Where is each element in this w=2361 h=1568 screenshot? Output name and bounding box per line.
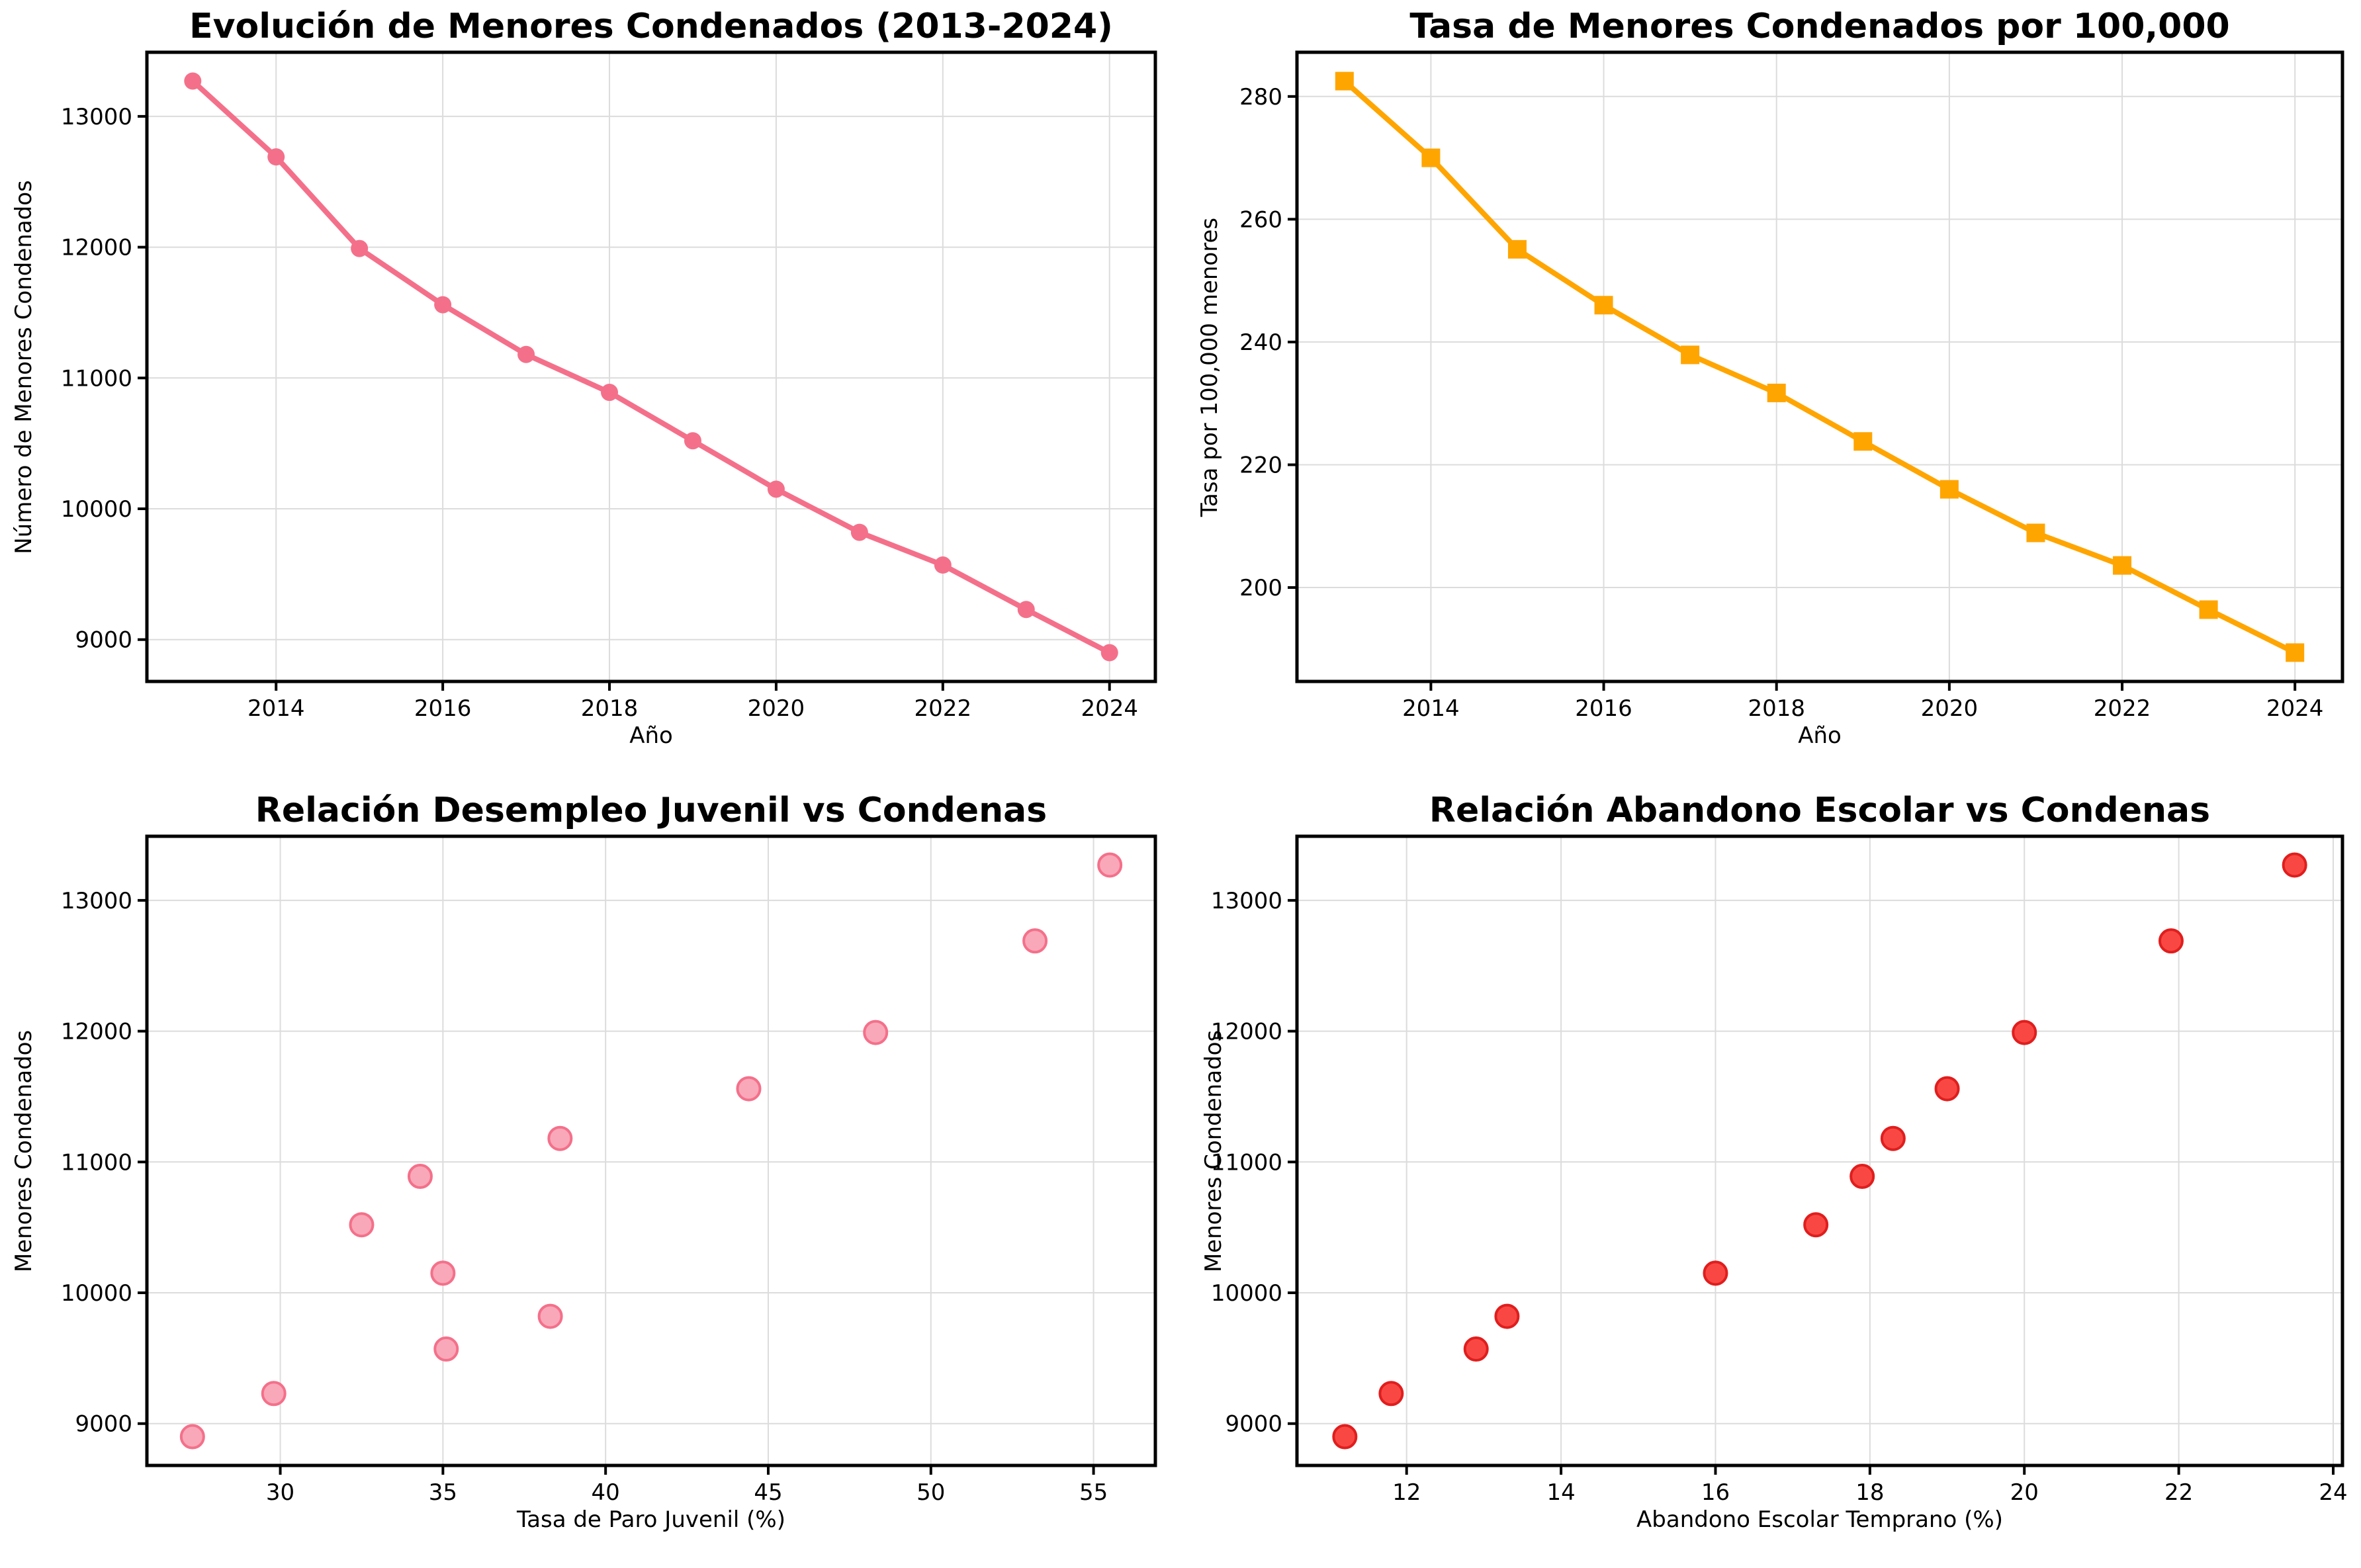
svg-text:12: 12 <box>1392 1479 1421 1506</box>
svg-text:10000: 10000 <box>61 496 132 523</box>
svg-text:30: 30 <box>266 1479 294 1506</box>
svg-text:2020: 2020 <box>1921 695 1979 722</box>
svg-text:200: 200 <box>1239 575 1282 601</box>
svg-text:2022: 2022 <box>2094 695 2151 722</box>
chart-canvas-evolucion: 2014 2016 2018 2020 2022 2024 9000 10000 11000 12… <box>61 50 1157 722</box>
svg-text:12000: 12000 <box>61 1019 132 1045</box>
svg-text:35: 35 <box>429 1479 457 1506</box>
svg-text:11000: 11000 <box>1211 1149 1282 1176</box>
svg-text:11000: 11000 <box>61 1149 132 1176</box>
svg-text:2024: 2024 <box>1081 695 1138 722</box>
chart-canvas-tasa: 2014 2016 2018 2020 2022 2024 200 220 240 260 280 <box>1239 50 2344 722</box>
svg-text:12000: 12000 <box>61 235 132 261</box>
chart-evolucion-menores: 2014 2016 2018 2020 2022 2024 9000 10000 11000 12… <box>0 0 1180 784</box>
chart-canvas-desempleo: 30 35 40 45 50 55 9000 10000 11000 12000 13000 <box>61 834 1157 1506</box>
svg-text:20: 20 <box>2010 1479 2039 1506</box>
svg-text:2018: 2018 <box>1748 695 1805 722</box>
svg-text:24: 24 <box>2319 1479 2347 1506</box>
svg-text:14: 14 <box>1546 1479 1575 1506</box>
svg-text:22: 22 <box>2164 1479 2193 1506</box>
chart-canvas-abandono: 12 14 16 18 20 22 24 9000 10000 11000 12000 13000 <box>1211 834 2348 1506</box>
y-axis-label-menores-condenados-1: Menores Condenados <box>11 1029 37 1272</box>
svg-text:13000: 13000 <box>1211 888 1282 914</box>
chart-title-evolucion: Evolución de Menores Condenados (2013-20… <box>189 7 1113 46</box>
svg-text:13000: 13000 <box>61 104 132 130</box>
x-axis-label-abandono-escolar: Abandono Escolar Temprano (%) <box>1636 1506 2003 1533</box>
x-axis-label-ano-2: Año <box>1798 722 1842 749</box>
svg-text:2016: 2016 <box>1575 695 1632 722</box>
chart-title-abandono: Relación Abandono Escolar vs Condenas <box>1429 791 2211 830</box>
svg-text:12000: 12000 <box>1211 1019 1282 1045</box>
svg-text:9000: 9000 <box>75 627 132 654</box>
chart-tasa-100000: 2014 2016 2018 2020 2022 2024 200 220 240 260 280 … <box>1180 0 2361 784</box>
svg-text:2016: 2016 <box>414 695 472 722</box>
chart-title-tasa: Tasa de Menores Condenados por 100,000 <box>1409 7 2230 46</box>
svg-text:280: 280 <box>1239 84 1282 110</box>
svg-text:2020: 2020 <box>748 695 805 722</box>
x-axis-label-paro-juvenil: Tasa de Paro Juvenil (%) <box>517 1506 785 1533</box>
svg-text:10000: 10000 <box>1211 1280 1282 1307</box>
svg-text:16: 16 <box>1701 1479 1730 1506</box>
chart-title-desempleo: Relación Desempleo Juvenil vs Condenas <box>255 791 1047 830</box>
svg-text:2014: 2014 <box>1402 695 1460 722</box>
svg-text:45: 45 <box>754 1479 782 1506</box>
svg-text:10000: 10000 <box>61 1280 132 1307</box>
y-axis-label-menores-condenados-2: Menores Condenados <box>1200 1029 1227 1272</box>
svg-text:2018: 2018 <box>581 695 639 722</box>
svg-text:55: 55 <box>1079 1479 1108 1506</box>
svg-text:40: 40 <box>592 1479 620 1506</box>
svg-text:2024: 2024 <box>2266 695 2324 722</box>
svg-text:2014: 2014 <box>247 695 305 722</box>
svg-text:260: 260 <box>1239 206 1282 233</box>
svg-text:13000: 13000 <box>61 888 132 914</box>
chart-desempleo-vs-condenas: 30 35 40 45 50 55 9000 10000 11000 12000 13000 Rel… <box>0 784 1180 1568</box>
svg-text:9000: 9000 <box>75 1411 132 1438</box>
svg-text:2022: 2022 <box>914 695 972 722</box>
svg-text:240: 240 <box>1239 329 1282 356</box>
y-axis-label-tasa: Tasa por 100,000 menores <box>1196 217 1223 517</box>
svg-text:18: 18 <box>1855 1479 1884 1506</box>
chart-abandono-vs-condenas: 12 14 16 18 20 22 24 9000 10000 11000 12000 13000 R… <box>1180 784 2361 1568</box>
svg-text:220: 220 <box>1239 452 1282 478</box>
svg-text:9000: 9000 <box>1225 1411 1282 1438</box>
x-axis-label-ano-1: Año <box>629 722 673 749</box>
svg-text:50: 50 <box>916 1479 945 1506</box>
svg-text:11000: 11000 <box>61 365 132 392</box>
y-axis-label-numero-condenados: Número de Menores Condenados <box>11 179 37 554</box>
